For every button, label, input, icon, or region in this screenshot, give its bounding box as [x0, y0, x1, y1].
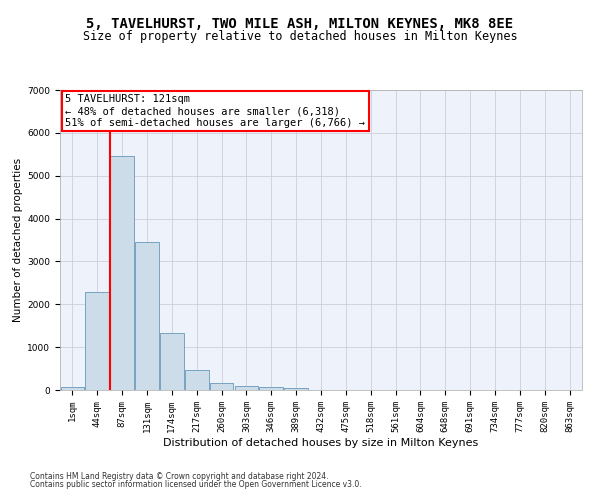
Text: 5, TAVELHURST, TWO MILE ASH, MILTON KEYNES, MK8 8EE: 5, TAVELHURST, TWO MILE ASH, MILTON KEYN…: [86, 18, 514, 32]
Bar: [135, 242, 159, 390]
Bar: [110, 156, 134, 390]
Bar: [61, 387, 84, 390]
Text: 5 TAVELHURST: 121sqm
← 48% of detached houses are smaller (6,318)
51% of semi-de: 5 TAVELHURST: 121sqm ← 48% of detached h…: [65, 94, 365, 128]
Bar: [160, 334, 184, 390]
Bar: [259, 387, 283, 390]
Bar: [284, 388, 308, 390]
X-axis label: Distribution of detached houses by size in Milton Keynes: Distribution of detached houses by size …: [163, 438, 479, 448]
Text: Contains public sector information licensed under the Open Government Licence v3: Contains public sector information licen…: [30, 480, 362, 489]
Bar: [235, 386, 258, 390]
Bar: [85, 292, 109, 390]
Text: Contains HM Land Registry data © Crown copyright and database right 2024.: Contains HM Land Registry data © Crown c…: [30, 472, 329, 481]
Bar: [185, 370, 209, 390]
Y-axis label: Number of detached properties: Number of detached properties: [13, 158, 23, 322]
Text: Size of property relative to detached houses in Milton Keynes: Size of property relative to detached ho…: [83, 30, 517, 43]
Bar: [210, 383, 233, 390]
